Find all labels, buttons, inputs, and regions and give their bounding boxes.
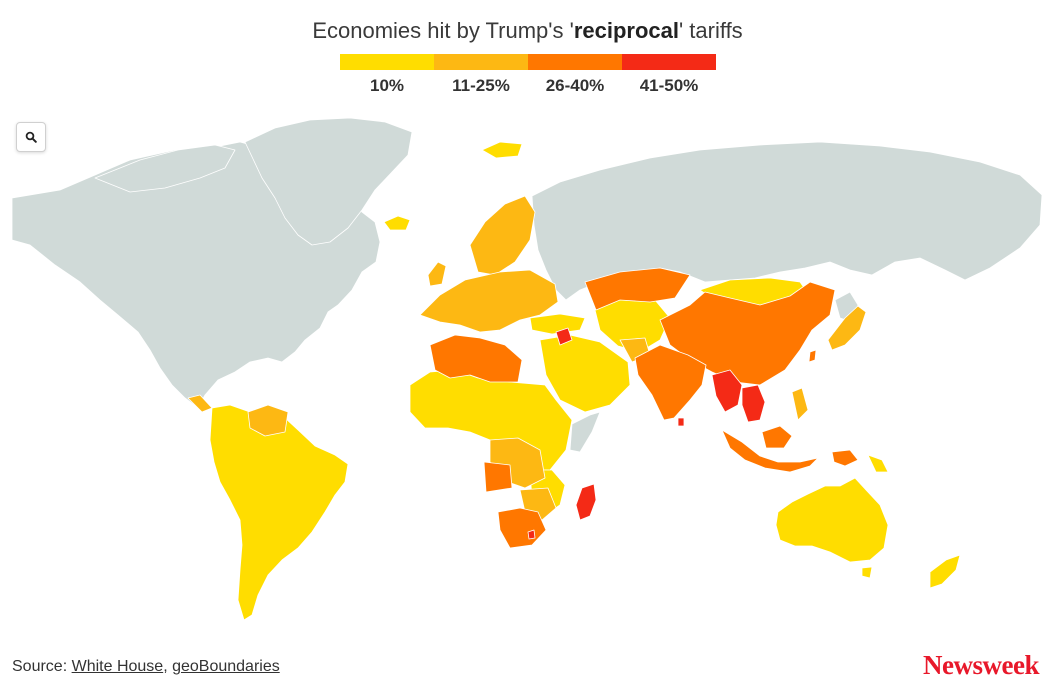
map-region-philippines xyxy=(791,387,809,421)
map-region-turkey xyxy=(529,313,586,335)
legend-bar xyxy=(340,54,716,70)
map-region-arctic-islands xyxy=(94,144,236,193)
map-region-kazakhstan xyxy=(584,267,691,311)
map-region-indonesia xyxy=(721,429,819,473)
map-region-india xyxy=(634,344,707,421)
map-region-taiwan xyxy=(808,349,817,363)
map-region-europe xyxy=(419,269,559,333)
map-region-angola xyxy=(483,461,513,493)
map-region-svalbard xyxy=(481,141,523,159)
legend-swatch-26-40 xyxy=(528,54,622,70)
title-emphasis: reciprocal xyxy=(573,18,679,43)
map-region-syria xyxy=(555,327,573,346)
map-region-russia xyxy=(531,141,1043,301)
map-region-sri-lanka xyxy=(677,417,685,427)
map-region-scandinavia xyxy=(469,195,536,276)
map-region-vietnam-cambodia xyxy=(741,384,766,423)
world-map xyxy=(11,117,1043,621)
map-region-tasmania xyxy=(861,566,873,579)
map-region-new-zealand xyxy=(929,554,961,589)
newsweek-logo: Newsweek xyxy=(923,650,1039,680)
map-region-madagascar xyxy=(575,483,597,521)
map-region-myanmar-laos xyxy=(711,369,743,413)
legend-label-11-25: 11-25% xyxy=(452,76,510,95)
legend-label-41-50: 41-50% xyxy=(639,76,699,95)
chart-title: Economies hit by Trump's 'reciprocal' ta… xyxy=(0,18,1055,44)
map-region-somalia xyxy=(569,411,601,453)
map-region-venezuela-guyana xyxy=(247,404,289,437)
legend-label-10: 10% xyxy=(369,76,405,95)
map-region-southern-africa xyxy=(497,507,547,549)
magnifier-icon xyxy=(25,131,37,143)
map-region-japan xyxy=(827,305,867,351)
title-suffix: ' tariffs xyxy=(678,18,743,43)
source-line: Source: White House, geoBoundaries xyxy=(12,658,280,676)
source-prefix: Source: xyxy=(12,658,72,675)
map-region-greenland xyxy=(244,117,413,246)
legend-label-26-40: 26-40% xyxy=(545,76,605,95)
map-region-south-america xyxy=(209,404,349,621)
legend-labels: 10% 11-25% 26-40% 41-50% xyxy=(340,76,716,96)
source-link-white-house[interactable]: White House xyxy=(71,658,164,675)
map-region-china xyxy=(659,281,836,386)
map-region-lesotho xyxy=(527,529,536,540)
map-region-pacific-islands xyxy=(867,454,889,473)
legend-swatch-41-50 xyxy=(622,54,716,70)
source-link-geoboundaries[interactable]: geoBoundaries xyxy=(172,658,280,675)
map-region-nicaragua-central xyxy=(187,394,213,413)
map-region-libya-algeria xyxy=(429,334,523,383)
map-region-borneo xyxy=(761,425,793,449)
legend: 10% 11-25% 26-40% 41-50% xyxy=(340,54,716,96)
map-region-middle-east xyxy=(539,334,631,413)
zoom-button[interactable] xyxy=(16,122,46,152)
legend-swatch-10 xyxy=(340,54,434,70)
map-region-uk-ireland xyxy=(427,261,447,287)
legend-swatch-11-25 xyxy=(434,54,528,70)
map-region-iceland xyxy=(383,215,411,231)
map-region-new-guinea xyxy=(831,449,859,467)
map-region-australia xyxy=(775,477,889,563)
source-separator: , xyxy=(163,658,173,675)
title-prefix: Economies hit by Trump's ' xyxy=(312,18,574,43)
